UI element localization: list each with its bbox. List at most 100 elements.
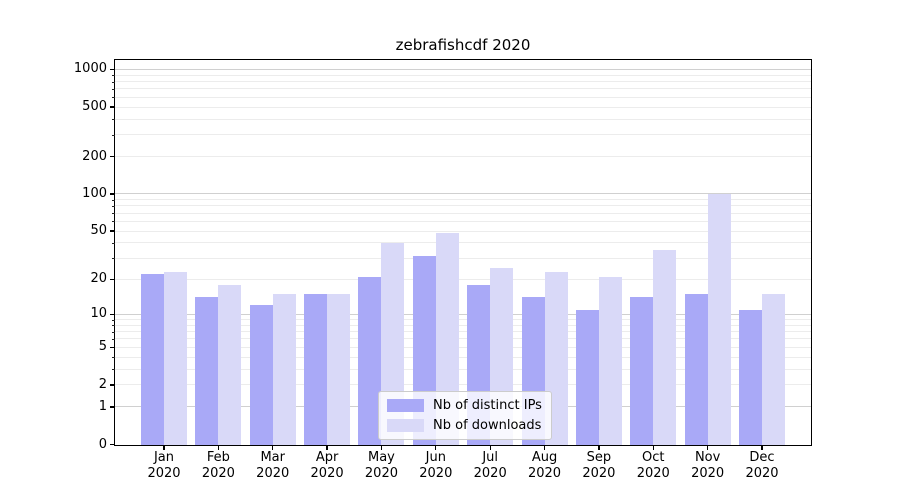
- y-tick-label: 5: [98, 339, 107, 355]
- x-tick: [163, 445, 165, 450]
- gridline-minor: [115, 338, 811, 340]
- gridline-major: [115, 193, 811, 195]
- x-tick-year: 2020: [256, 466, 290, 481]
- y-tick: [110, 443, 115, 446]
- gridline-minor: [115, 242, 811, 244]
- y-tick-label: 20: [90, 271, 107, 287]
- bar-mar-downloads: [272, 293, 296, 445]
- gridline-major: [115, 68, 811, 70]
- x-tick-label: Jun 2020: [406, 450, 466, 482]
- x-tick-label: Sep 2020: [569, 450, 629, 482]
- x-tick-month: Oct: [642, 450, 665, 465]
- x-tick: [652, 445, 654, 450]
- x-tick-year: 2020: [147, 466, 181, 481]
- x-tick: [761, 445, 763, 450]
- gridline-minor: [115, 118, 811, 120]
- x-tick-label: Mar 2020: [243, 450, 303, 482]
- x-tick-year: 2020: [419, 466, 453, 481]
- legend: Nb of distinct IPs Nb of downloads: [378, 391, 552, 440]
- gridline-minor: [115, 331, 811, 333]
- gridline-minor: [115, 156, 811, 158]
- x-tick-month: Jan: [153, 450, 175, 465]
- legend-row: Nb of distinct IPs: [387, 398, 542, 413]
- x-tick-month: Jun: [425, 450, 446, 465]
- chart-title: zebrafishcdf 2020: [395, 36, 531, 54]
- gridline-minor: [115, 106, 811, 108]
- bar-jan-downloads: [164, 271, 187, 445]
- bar-dec-distinct-ips: [739, 309, 762, 445]
- x-tick: [217, 445, 219, 450]
- x-tick-label: Feb 2020: [188, 450, 248, 482]
- x-tick-month: Nov: [694, 450, 721, 465]
- y-tick: [110, 106, 115, 108]
- x-tick-year: 2020: [310, 466, 344, 481]
- y-tick-label: 1000: [73, 61, 107, 77]
- bar-oct-distinct-ips: [630, 297, 654, 445]
- y-minor-tick: [112, 221, 115, 223]
- x-tick: [489, 445, 491, 450]
- gridline-minor: [115, 356, 811, 358]
- y-minor-tick: [112, 319, 115, 321]
- x-tick-label: Oct 2020: [623, 450, 683, 482]
- legend-label: Nb of distinct IPs: [433, 398, 542, 413]
- gridline-minor: [115, 324, 811, 326]
- y-minor-tick: [112, 205, 115, 207]
- x-tick-label: Nov 2020: [678, 450, 738, 482]
- x-tick-label: Dec 2020: [732, 450, 792, 482]
- bar-sep-downloads: [598, 276, 622, 445]
- legend-row: Nb of downloads: [387, 418, 542, 433]
- gridline-minor: [115, 346, 811, 348]
- x-tick-label: Apr 2020: [297, 450, 357, 482]
- y-tick: [110, 278, 115, 280]
- y-minor-tick: [112, 325, 115, 327]
- x-tick-label: Aug 2020: [515, 450, 575, 482]
- x-tick-year: 2020: [473, 466, 507, 481]
- bar-apr-downloads: [327, 293, 351, 445]
- gridline-minor: [115, 81, 811, 83]
- x-tick: [326, 445, 328, 450]
- x-tick-month: Sep: [586, 450, 612, 465]
- y-minor-tick: [112, 369, 115, 371]
- y-tick-label: 500: [82, 99, 107, 115]
- legend-patch: [387, 399, 424, 412]
- bar-jan-distinct-ips: [141, 274, 164, 445]
- legend-label: Nb of downloads: [433, 418, 542, 433]
- y-minor-tick: [112, 88, 115, 90]
- x-tick-label: Jul 2020: [460, 450, 520, 482]
- bar-nov-downloads: [707, 193, 731, 445]
- y-minor-tick: [112, 213, 115, 215]
- y-tick-label: 2: [98, 376, 107, 392]
- y-minor-tick: [112, 258, 115, 260]
- y-tick: [110, 346, 115, 348]
- y-minor-tick: [112, 199, 115, 201]
- y-tick: [110, 313, 115, 315]
- gridline-minor: [115, 199, 811, 201]
- bar-mar-distinct-ips: [249, 305, 273, 445]
- x-tick-month: Dec: [749, 450, 775, 465]
- y-minor-tick: [112, 134, 115, 136]
- gridline-minor: [115, 257, 811, 259]
- y-tick-label: 50: [90, 223, 107, 239]
- y-tick-label: 1: [98, 398, 107, 414]
- x-tick-year: 2020: [364, 466, 398, 481]
- bar-feb-downloads: [218, 284, 242, 445]
- bar-dec-downloads: [762, 293, 785, 445]
- plot-area: [115, 60, 811, 445]
- gridline-major: [115, 313, 811, 315]
- x-tick-label: May 2020: [351, 450, 411, 482]
- y-minor-tick: [112, 331, 115, 333]
- x-tick: [706, 445, 709, 450]
- bar-sep-distinct-ips: [575, 309, 599, 445]
- y-tick: [110, 68, 115, 71]
- y-minor-tick: [112, 242, 115, 244]
- x-tick-month: Feb: [206, 450, 230, 465]
- x-tick-label: Jan 2020: [134, 450, 194, 482]
- gridline-minor: [115, 96, 811, 98]
- gridline-minor: [115, 278, 811, 280]
- y-tick: [110, 155, 115, 158]
- x-tick: [272, 445, 274, 450]
- y-minor-tick: [112, 97, 115, 99]
- x-tick: [598, 445, 600, 450]
- gridline-minor: [115, 384, 811, 386]
- bar-feb-distinct-ips: [195, 297, 219, 445]
